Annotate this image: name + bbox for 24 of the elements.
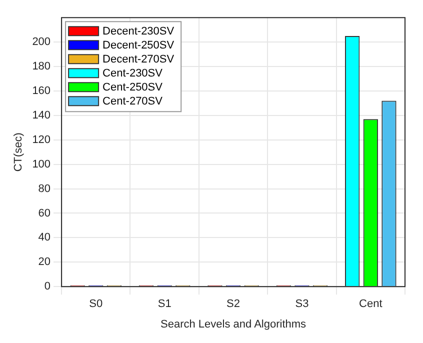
legend-label: Decent-250SV xyxy=(102,40,175,52)
y-tick-label: 180 xyxy=(32,60,51,73)
y-axis-title: CT(sec) xyxy=(12,132,25,172)
x-axis-title: Search Levels and Algorithms xyxy=(160,318,307,330)
y-tick-label: 100 xyxy=(32,158,51,170)
x-tick-label: S3 xyxy=(295,298,309,310)
x-tick-label: S1 xyxy=(158,298,172,310)
x-tick-label: S2 xyxy=(226,298,240,310)
legend-label: Decent-230SV xyxy=(102,26,175,38)
legend-label: Cent-270SV xyxy=(102,96,164,108)
x-tick-label: Cent xyxy=(359,298,382,310)
y-tick-label: 160 xyxy=(32,84,51,97)
y-tick-label: 60 xyxy=(38,207,51,220)
y-tick-label: 80 xyxy=(38,182,51,195)
y-tick-label: 0 xyxy=(44,280,51,293)
y-tick-label: 20 xyxy=(38,256,51,268)
legend-label: Decent-270SV xyxy=(102,54,175,66)
y-tick-label: 40 xyxy=(38,232,51,244)
legend-label: Cent-250SV xyxy=(102,82,164,94)
x-tick-label: S0 xyxy=(89,298,103,310)
y-tick-label: 200 xyxy=(32,36,51,48)
y-tick-label: 140 xyxy=(32,109,51,122)
y-tick-label: 120 xyxy=(32,134,51,146)
legend-label: Cent-230SV xyxy=(102,68,164,80)
